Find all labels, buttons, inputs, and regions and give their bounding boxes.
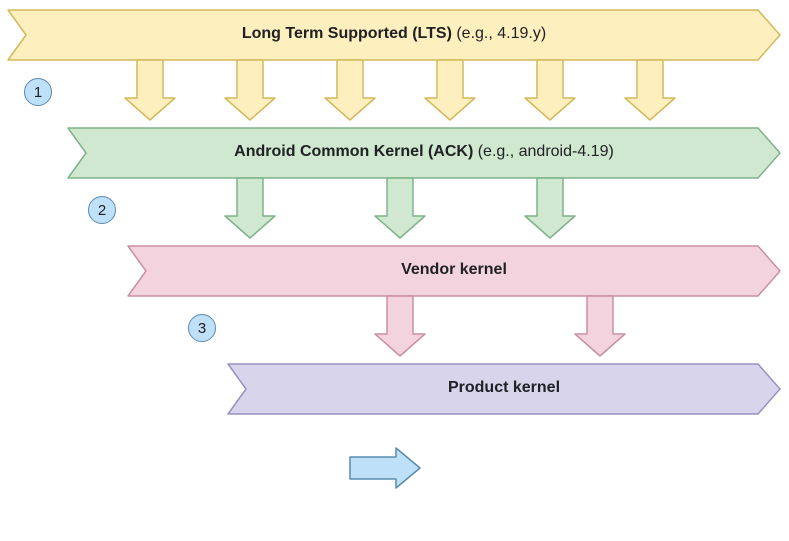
arrow-down-lts-5 <box>625 60 675 120</box>
strip-product <box>228 364 780 414</box>
arrow-down-ack-2 <box>525 178 575 238</box>
arrow-down-vendor-1 <box>575 296 625 356</box>
step-badge-1: 1 <box>24 78 52 106</box>
arrow-down-ack-1 <box>375 178 425 238</box>
arrow-down-lts-3 <box>425 60 475 120</box>
arrow-down-vendor-0 <box>375 296 425 356</box>
arrow-down-ack-0 <box>225 178 275 238</box>
step-badge-2: 2 <box>88 196 116 224</box>
arrow-down-lts-4 <box>525 60 575 120</box>
arrow-down-lts-1 <box>225 60 275 120</box>
arrow-down-lts-0 <box>125 60 175 120</box>
strip-vendor <box>128 246 780 296</box>
diagram-canvas: Long Term Supported (LTS) (e.g., 4.19.y)… <box>0 0 789 541</box>
timeline-arrow-icon <box>350 448 420 488</box>
strip-ack <box>68 128 780 178</box>
strip-lts <box>8 10 780 60</box>
arrow-down-lts-2 <box>325 60 375 120</box>
step-badge-3: 3 <box>188 314 216 342</box>
